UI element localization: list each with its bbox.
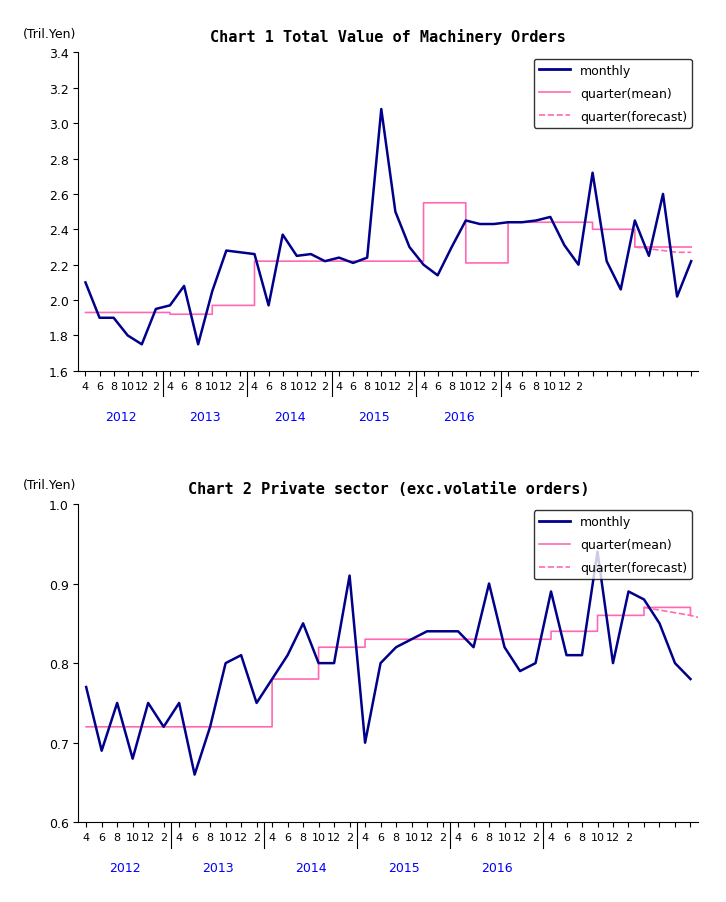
Text: 2015: 2015 <box>359 410 390 423</box>
Text: 2016: 2016 <box>481 861 513 874</box>
Text: 2016: 2016 <box>443 410 475 423</box>
Text: 2013: 2013 <box>202 861 234 874</box>
Text: 2013: 2013 <box>189 410 221 423</box>
Legend: monthly, quarter(mean), quarter(forecast): monthly, quarter(mean), quarter(forecast… <box>534 60 692 128</box>
Text: 2012: 2012 <box>109 861 141 874</box>
Title: Chart 1 Total Value of Machinery Orders: Chart 1 Total Value of Machinery Orders <box>211 29 566 45</box>
Text: 2015: 2015 <box>388 861 420 874</box>
Title: Chart 2 Private sector (exc.volatile orders): Chart 2 Private sector (exc.volatile ord… <box>187 482 589 496</box>
Text: (Tril.Yen): (Tril.Yen) <box>23 479 76 492</box>
Legend: monthly, quarter(mean), quarter(forecast): monthly, quarter(mean), quarter(forecast… <box>534 511 692 579</box>
Text: (Tril.Yen): (Tril.Yen) <box>23 28 76 41</box>
Text: 2012: 2012 <box>105 410 136 423</box>
Text: 2014: 2014 <box>295 861 327 874</box>
Text: 2014: 2014 <box>274 410 306 423</box>
